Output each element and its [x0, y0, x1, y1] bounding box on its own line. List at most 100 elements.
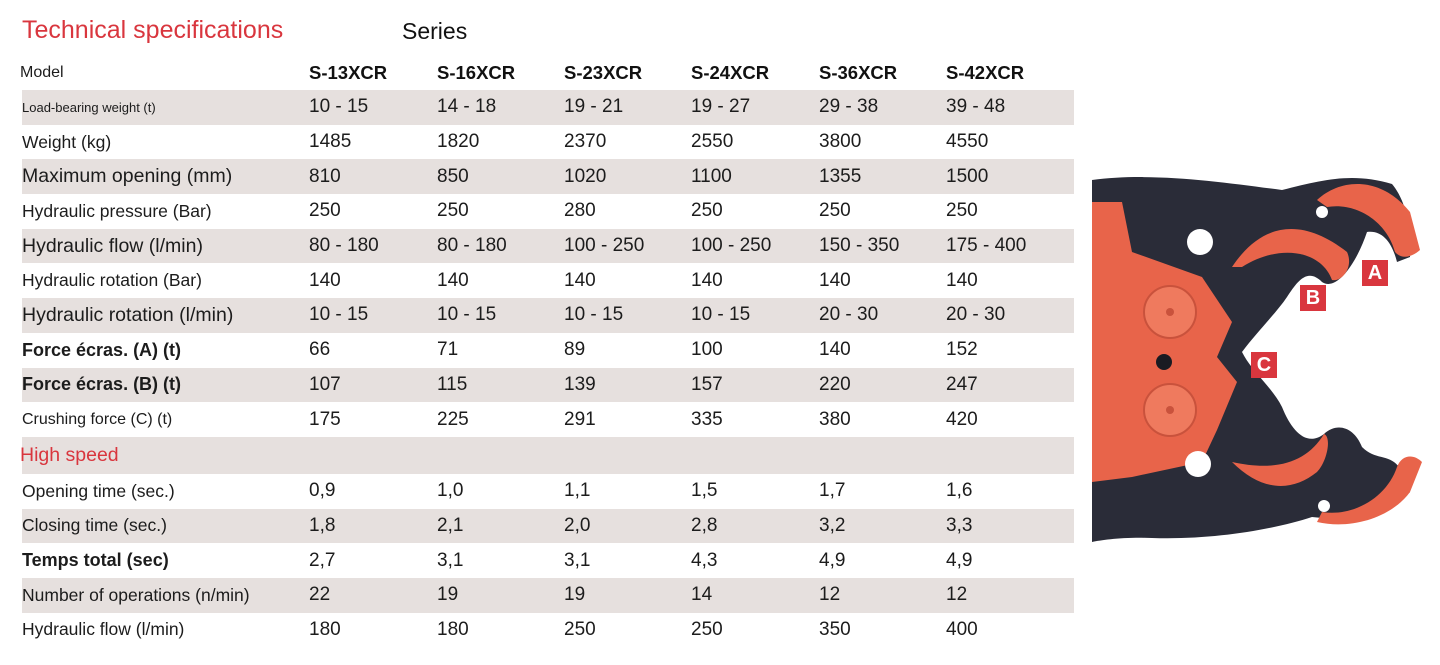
table-cell: 10 - 15 — [564, 304, 624, 326]
row-label: Number of operations (n/min) — [22, 584, 250, 605]
table-cell: 350 — [819, 618, 851, 640]
table-cell: 14 - 18 — [437, 96, 497, 118]
page-title: Technical specifications — [22, 16, 284, 44]
table-cell: 291 — [564, 408, 596, 430]
table-cell: 3,3 — [946, 514, 973, 536]
model-header: S-13XCR — [309, 62, 388, 83]
table-cell: 1,7 — [819, 480, 846, 502]
table-cell: 3,1 — [437, 549, 464, 571]
table-cell: 20 - 30 — [819, 304, 879, 326]
table-row: Hydraulic flow (l/min) 180 180 250 250 3… — [22, 613, 1074, 648]
section-title: High speed — [20, 443, 119, 466]
table-cell: 250 — [819, 200, 851, 222]
table-cell: 225 — [437, 408, 469, 430]
crusher-jaw-image: A B C — [1092, 172, 1432, 544]
table-row: Force écras. (B) (t) 107 115 139 157 220… — [22, 367, 1074, 403]
table-cell: 180 — [437, 618, 469, 640]
table-cell: 2,7 — [309, 549, 336, 571]
table-row: Weight (kg) 1485 1820 2370 2550 3800 455… — [22, 125, 1074, 160]
table-cell: 140 — [946, 269, 978, 291]
table-row: Hydraulic flow (l/min) 80 - 180 80 - 180… — [22, 228, 1074, 264]
row-label: Hydraulic flow (l/min) — [22, 234, 203, 257]
row-label: Crushing force (C) (t) — [22, 410, 173, 428]
table-cell: 107 — [309, 373, 341, 395]
table-cell: 10 - 15 — [691, 304, 751, 326]
table-cell: 19 - 27 — [691, 96, 751, 118]
table-cell: 335 — [691, 408, 723, 430]
table-row: Force écras. (A) (t) 66 71 89 100 140 15… — [22, 333, 1074, 368]
table-row: Temps total (sec) 2,7 3,1 3,1 4,3 4,9 4,… — [22, 543, 1074, 578]
row-label: Hydraulic flow (l/min) — [22, 619, 185, 640]
table-cell: 80 - 180 — [437, 235, 507, 257]
table-cell: 89 — [564, 339, 586, 361]
table-cell: 157 — [691, 373, 723, 395]
table-cell: 250 — [691, 618, 723, 640]
table-cell: 22 — [309, 584, 331, 606]
table-cell: 175 — [309, 408, 341, 430]
row-label: Force écras. (B) (t) — [22, 374, 182, 395]
table-cell: 4,9 — [819, 549, 846, 571]
table-cell: 1100 — [691, 165, 732, 187]
model-label: Model — [20, 64, 64, 81]
label-badge-b: B — [1300, 285, 1326, 311]
table-cell: 10 - 15 — [309, 96, 369, 118]
row-label: Force écras. (A) (t) — [22, 339, 182, 360]
table-row: Maximum opening (mm) 810 850 1020 1100 1… — [22, 159, 1074, 195]
table-cell: 250 — [946, 200, 978, 222]
table-cell: 1485 — [309, 131, 352, 153]
table-row: Number of operations (n/min) 22 19 19 14… — [22, 577, 1074, 613]
label-badge-c: C — [1251, 352, 1277, 378]
table-row: Hydraulic rotation (Bar) 140 140 140 140… — [22, 263, 1074, 298]
row-label: Temps total (sec) — [22, 550, 169, 571]
table-cell: 220 — [819, 373, 851, 395]
table-cell: 100 - 250 — [691, 235, 772, 257]
table-cell: 3,2 — [819, 514, 846, 536]
table-cell: 280 — [564, 200, 596, 222]
table-cell: 1500 — [946, 165, 989, 187]
table-cell: 0,9 — [309, 480, 336, 502]
table-cell: 140 — [309, 269, 341, 291]
table-cell: 1,8 — [309, 514, 336, 536]
table-cell: 810 — [309, 165, 341, 187]
model-header: S-42XCR — [946, 62, 1025, 83]
table-cell: 140 — [437, 269, 469, 291]
table-cell: 2,8 — [691, 514, 718, 536]
table-cell: 1,5 — [691, 480, 718, 502]
table-cell: 2370 — [564, 131, 607, 153]
table-row: Closing time (sec.) 1,8 2,1 2,0 2,8 3,2 … — [22, 508, 1074, 544]
table-cell: 2,1 — [437, 514, 464, 536]
table-cell: 12 — [819, 584, 841, 606]
row-label: Opening time (sec.) — [22, 480, 175, 501]
table-row: Crushing force (C) (t) 175 225 291 335 3… — [22, 402, 1074, 437]
table-cell: 1,1 — [564, 480, 591, 502]
row-label: Weight (kg) — [22, 131, 112, 152]
table-cell: 71 — [437, 339, 459, 361]
model-header: S-36XCR — [819, 62, 898, 83]
table-cell: 180 — [309, 618, 341, 640]
table-cell: 20 - 30 — [946, 304, 1006, 326]
table-cell: 380 — [819, 408, 851, 430]
table-cell: 850 — [437, 165, 469, 187]
table-cell: 140 — [691, 269, 723, 291]
label-badge-a: A — [1362, 260, 1388, 286]
table-cell: 250 — [691, 200, 723, 222]
table-cell: 29 - 38 — [819, 96, 879, 118]
table-row: Load-bearing weight (t) 10 - 15 14 - 18 … — [22, 90, 1074, 125]
table-cell: 10 - 15 — [309, 304, 369, 326]
row-label: Maximum opening (mm) — [22, 165, 233, 188]
crusher-jaw-illustration — [1092, 177, 1422, 542]
row-label: Hydraulic rotation (Bar) — [22, 270, 202, 291]
table-cell: 19 — [437, 584, 459, 606]
table-cell: 3,1 — [564, 549, 591, 571]
table-cell: 1355 — [819, 165, 862, 187]
table-row: Hydraulic rotation (l/min) 10 - 15 10 - … — [22, 298, 1074, 333]
table-cell: 100 - 250 — [564, 235, 645, 257]
table-cell: 1820 — [437, 131, 480, 153]
table-cell: 140 — [819, 339, 851, 361]
row-label: Hydraulic rotation (l/min) — [22, 303, 234, 326]
table-cell: 100 — [691, 339, 723, 361]
table-cell: 19 — [564, 584, 586, 606]
table-cell: 175 - 400 — [946, 235, 1027, 257]
table-cell: 2,0 — [564, 514, 591, 536]
table-cell: 400 — [946, 618, 978, 640]
